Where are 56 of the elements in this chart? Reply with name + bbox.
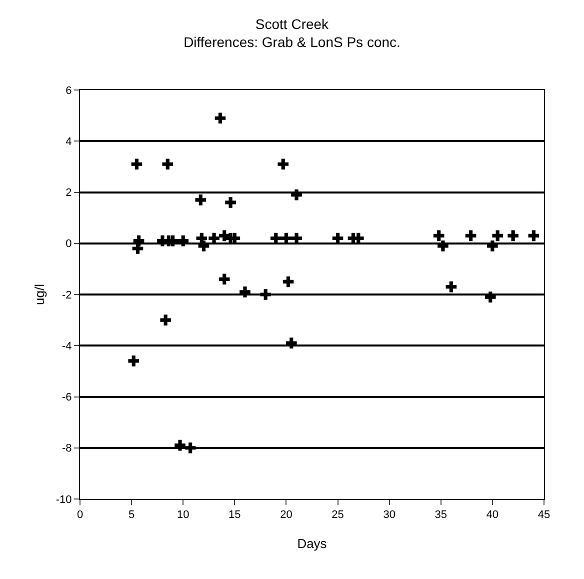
x-tick-label: 10 (176, 509, 190, 522)
x-tick-label: 35 (434, 509, 448, 522)
point (174, 440, 186, 451)
x-tick-label: 45 (538, 509, 550, 522)
x-axis-title: Days (297, 536, 328, 551)
point (225, 197, 236, 208)
point (132, 243, 144, 254)
point (160, 314, 171, 326)
point (465, 230, 476, 242)
point (291, 232, 302, 244)
point (484, 292, 496, 302)
point (433, 230, 444, 242)
y-tick-label: 6 (66, 84, 72, 97)
point (178, 235, 189, 246)
point (278, 158, 289, 170)
point (270, 232, 282, 244)
x-tick-label: 15 (228, 509, 241, 522)
y-tick-label: -6 (62, 392, 72, 404)
x-tick-label: 40 (486, 509, 499, 522)
point (162, 158, 174, 170)
x-tick-label: 0 (76, 509, 84, 522)
point (240, 286, 250, 298)
point (214, 112, 226, 124)
y-tick-label: 2 (66, 187, 72, 200)
x-tick-label: 20 (280, 509, 292, 522)
x-tick-label: 30 (383, 509, 396, 522)
x-tick-label: 25 (332, 509, 344, 522)
point (487, 240, 498, 252)
point (291, 189, 302, 200)
point (280, 232, 292, 244)
point (528, 230, 540, 242)
point (128, 356, 140, 366)
point (198, 240, 210, 252)
y-tick-label: -10 (56, 494, 72, 506)
chart-subtitle: Differences: Grab & LonS Ps conc. (184, 34, 400, 50)
y-tick-label: 0 (66, 238, 72, 250)
point (508, 230, 518, 242)
chart-title: Scott Creek (255, 16, 330, 32)
point (492, 230, 503, 242)
point (446, 281, 457, 292)
x-tick-label: 5 (128, 509, 135, 522)
y-tick-label: -8 (62, 442, 72, 455)
point (184, 442, 196, 454)
point (286, 338, 297, 348)
point (282, 276, 294, 288)
point (438, 240, 448, 252)
point (332, 232, 344, 244)
y-tick-label: -4 (62, 340, 72, 352)
y-tick-label: 4 (66, 136, 72, 148)
point (131, 158, 142, 170)
y-axis-title: ug/l (32, 284, 47, 305)
point (260, 289, 271, 300)
point (195, 194, 206, 206)
point (218, 274, 230, 285)
y-tick-label: -2 (62, 289, 72, 302)
point (208, 232, 220, 244)
